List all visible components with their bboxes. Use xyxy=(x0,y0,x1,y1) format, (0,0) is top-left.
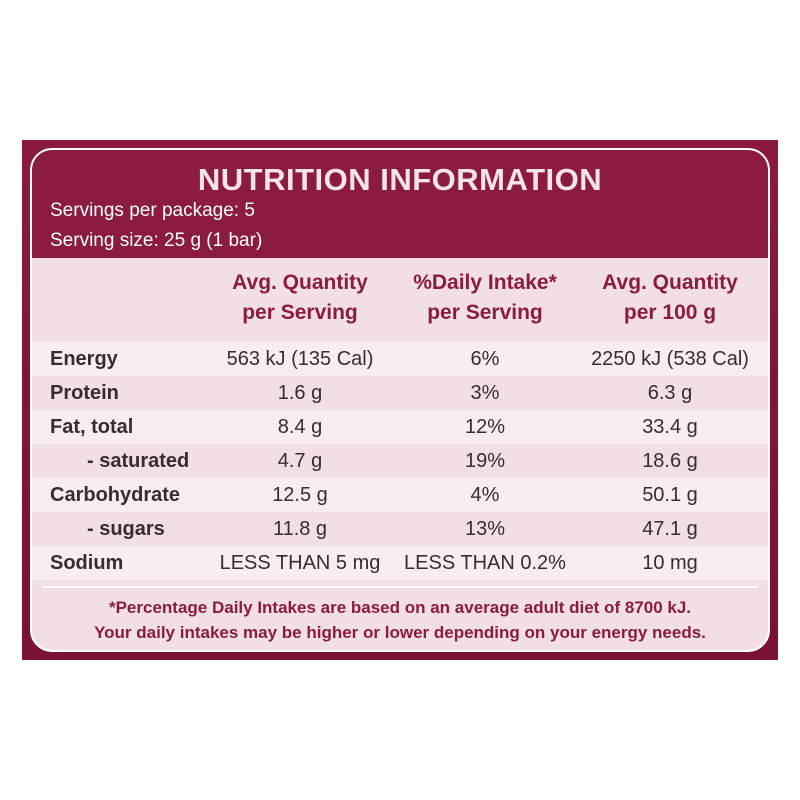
cell: 33.4 g xyxy=(642,416,698,438)
header-band: NUTRITION INFORMATION Servings per packa… xyxy=(32,150,768,258)
column-header-line: Avg. Quantity xyxy=(602,271,738,294)
cell: 10 mg xyxy=(642,552,698,574)
cell: LESS THAN 5 mg xyxy=(219,552,381,574)
cell: 19% xyxy=(464,450,506,472)
cell: 8.4 g xyxy=(277,416,323,438)
row-label: Sodium xyxy=(50,552,124,574)
column-header: %Daily Intake* per Serving xyxy=(390,268,580,328)
cell: LESS THAN 0.2% xyxy=(404,552,566,574)
cell: 13% xyxy=(464,518,506,540)
cell: 3% xyxy=(470,382,500,404)
column-header-line: per 100 g xyxy=(623,301,717,324)
row-label: Protein xyxy=(50,382,119,404)
table-row: - saturated 4.7 g 19% 18.6 g xyxy=(32,444,768,478)
column-header-line: %Daily Intake* xyxy=(413,271,557,294)
table-row: Protein 1.6 g 3% 6.3 g xyxy=(32,376,768,410)
row-label: Carbohydrate xyxy=(50,484,181,506)
label-inner: NUTRITION INFORMATION Servings per packa… xyxy=(30,148,770,652)
cell: 6.3 g xyxy=(647,382,693,404)
serving-size: Serving size: 25 g (1 bar) xyxy=(50,230,263,251)
column-header-line: per Serving xyxy=(242,301,358,324)
row-label: Energy xyxy=(50,348,118,370)
table-row: - sugars 11.8 g 13% 47.1 g xyxy=(32,512,768,546)
footnote: Your daily intakes may be higher or lowe… xyxy=(94,623,706,642)
cell: 563 kJ (135 Cal) xyxy=(226,348,374,370)
cell: 2250 kJ (538 Cal) xyxy=(591,348,749,370)
row-label: - sugars xyxy=(87,518,165,540)
row-label: - saturated xyxy=(87,450,190,472)
table-row: Energy 563 kJ (135 Cal) 6% 2250 kJ (538 Cal… xyxy=(32,342,768,376)
servings: Servings per package: 5 xyxy=(50,200,255,221)
cell: 18.6 g xyxy=(642,450,698,472)
column-header-line: Avg. Quantity xyxy=(232,271,368,294)
cell: 1.6 g xyxy=(277,382,323,404)
cell: 12% xyxy=(464,416,506,438)
row-label: Fat, total xyxy=(50,416,134,438)
cell: 12.5 g xyxy=(272,484,328,506)
cell: 6% xyxy=(470,348,500,370)
column-header: Avg. Quantity per 100 g xyxy=(575,268,765,328)
label-panel: NUTRITION INFORMATION Servings per packa… xyxy=(22,140,778,660)
column-header: Avg. Quantity per Serving xyxy=(205,268,395,328)
cell: 47.1 g xyxy=(642,518,698,540)
footnote: *Percentage Daily Intakes are based on a… xyxy=(108,598,692,617)
table-row: Fat, total 8.4 g 12% 33.4 g xyxy=(32,410,768,444)
cell: 4% xyxy=(470,484,500,506)
table-row: Sodium LESS THAN 5 mg LESS THAN 0.2% 10 mg xyxy=(32,546,768,580)
cell: 11.8 g xyxy=(272,518,328,540)
cell: 4.7 g xyxy=(277,450,323,472)
column-header-line: per Serving xyxy=(427,301,543,324)
divider xyxy=(42,586,758,588)
table-row: Carbohydrate 12.5 g 4% 50.1 g xyxy=(32,478,768,512)
cell: 50.1 g xyxy=(642,484,698,506)
title: NUTRITION INFORMATION xyxy=(197,162,603,197)
